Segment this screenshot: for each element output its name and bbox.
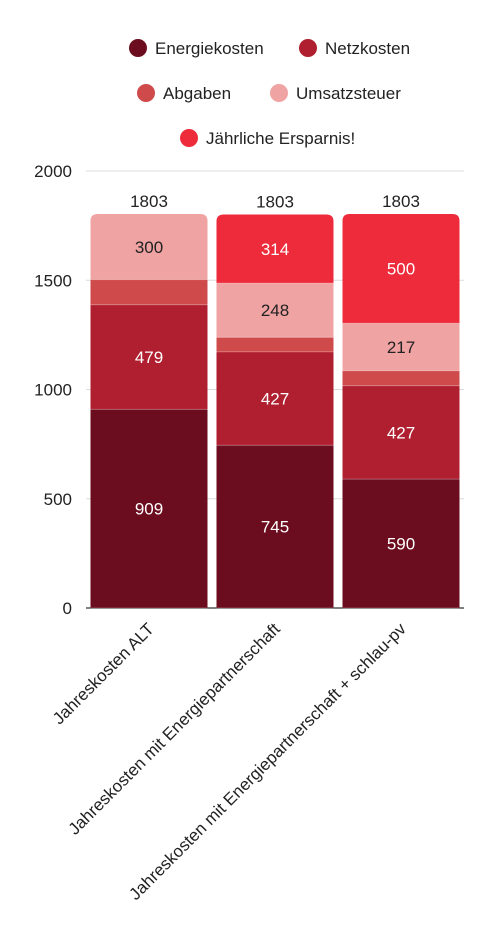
legend-item-umsatzsteuer: Umsatzsteuer [270,84,401,103]
data-label: 909 [135,500,163,519]
data-label: 500 [387,260,415,279]
y-tick-label: 2000 [34,162,72,181]
data-label: 300 [135,238,163,257]
bar-segment-jährliche-ersparnis [216,214,334,284]
x-category-label: Jahreskosten mit Energiepartnerschaft + … [125,619,410,904]
bar-segment-umsatzsteuer [216,283,334,338]
legend-label: Abgaben [163,84,231,103]
legend-swatch [270,84,288,102]
y-tick-label: 1500 [34,271,72,290]
bar-segment-jährliche-ersparnis [342,214,460,324]
bar-segment-energiekosten [90,409,208,608]
data-label: 590 [387,535,415,554]
legend-swatch [180,129,198,147]
data-label: 479 [135,348,163,367]
bar-segment-netzkosten [90,304,208,410]
bar-segment-netzkosten [216,351,334,446]
y-axis: 0 500 1000 1500 2000 [34,162,72,618]
bar-segment-umsatzsteuer [342,323,460,371]
data-label: 427 [261,390,289,409]
bar-stack-1: 909 479 300 1803 [90,192,208,609]
legend-swatch [299,39,317,57]
bar-segment-abgaben [216,337,334,352]
x-category-label: Jahreskosten ALT [49,619,158,728]
x-category-label: Jahreskosten mit Energiepartnerschaft [65,619,284,838]
bar-segment-netzkosten [342,385,460,480]
bar-segment-energiekosten [216,445,334,608]
chart-bars: 909 479 300 1803 745 427 248 314 1803 590 427 217 50… [90,192,460,609]
bar-segment-umsatzsteuer [90,214,208,280]
total-label: 1803 [256,192,294,211]
legend-label: Energiekosten [155,39,264,58]
data-label: 427 [387,423,415,442]
bar-stack-3: 590 427 217 500 1803 [342,192,460,609]
total-label: 1803 [382,192,420,211]
y-tick-label: 500 [44,490,72,509]
legend-item-jährliche-ersparnis: Jährliche Ersparnis! [180,129,355,148]
legend-label: Umsatzsteuer [296,84,401,103]
legend-label: Netzkosten [325,39,410,58]
bar-segment-energiekosten [342,479,460,608]
chart-legend: Energiekosten Netzkosten Abgaben Umsatzsteu… [129,39,410,148]
bar-stack-2: 745 427 248 314 1803 [216,192,334,609]
y-tick-label: 1000 [34,381,72,400]
legend-label: Jährliche Ersparnis! [206,129,355,148]
legend-swatch [137,84,155,102]
bar-segment-abgaben [342,370,460,386]
legend-swatch [129,39,147,57]
legend-item-abgaben: Abgaben [137,84,231,103]
data-label: 248 [261,301,289,320]
data-label: 745 [261,518,289,537]
data-label: 314 [261,240,289,259]
total-label: 1803 [130,192,168,211]
legend-item-netzkosten: Netzkosten [299,39,410,58]
legend-item-energiekosten: Energiekosten [129,39,264,58]
y-tick-label: 0 [63,599,72,618]
bar-segment-abgaben [90,279,208,305]
data-label: 217 [387,338,415,357]
